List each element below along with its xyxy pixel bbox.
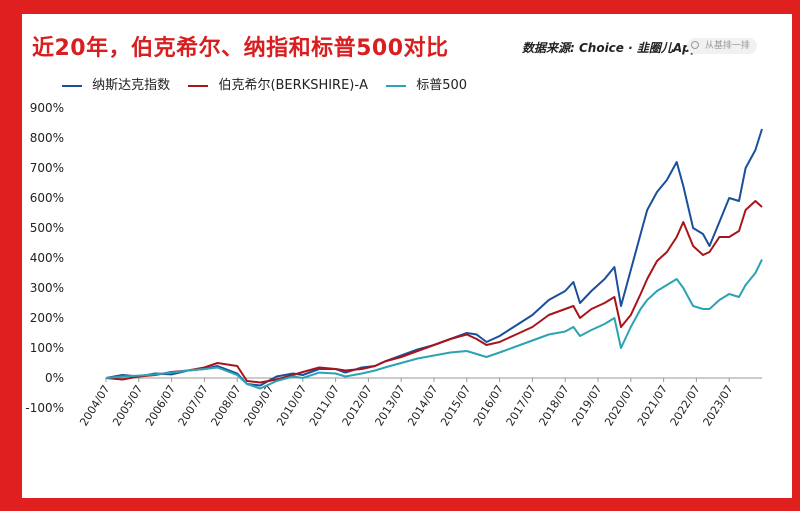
x-tick-label: 2009/07 [241, 383, 276, 429]
x-tick-label: 2011/07 [307, 383, 342, 429]
x-tick-label: 2022/07 [668, 383, 703, 429]
x-tick-label: 2020/07 [602, 383, 637, 429]
y-tick-label: 400% [30, 251, 64, 265]
legend-item-nasdaq: 纳斯达克指数 [62, 74, 170, 93]
x-tick-label: 2012/07 [340, 383, 375, 429]
chart-legend: 纳斯达克指数 伯克希尔(BERKSHIRE)-A 标普500 [62, 74, 481, 93]
x-tick-label: 2017/07 [504, 383, 539, 429]
x-tick-label: 2005/07 [110, 383, 145, 429]
y-tick-label: -100% [25, 401, 64, 415]
x-tick-label: 2007/07 [176, 383, 211, 429]
y-tick-label: 800% [30, 131, 64, 145]
x-tick-label: 2018/07 [537, 383, 572, 429]
y-tick-label: 0% [45, 371, 64, 385]
legend-label: 纳斯达克指数 [92, 78, 171, 93]
y-tick-label: 700% [30, 161, 64, 175]
series-line-berkshire [105, 200, 763, 384]
search-placeholder: 从基排一排 [704, 41, 750, 51]
chart-panel: 近20年，伯克希尔、纳指和标普500对比 数据来源: Choice · 韭圈儿A… [22, 14, 792, 498]
x-tick-label: 2013/07 [373, 383, 408, 429]
legend-swatch [386, 84, 407, 87]
y-tick-label: 600% [30, 191, 64, 205]
page-title: 近20年，伯克希尔、纳指和标普500对比 [32, 36, 449, 61]
x-tick-label: 2008/07 [209, 383, 244, 429]
legend-label: 标普500 [416, 78, 468, 93]
data-source: 数据来源: Choice · 韭圈儿App [522, 41, 700, 55]
y-tick-label: 100% [30, 341, 64, 355]
y-tick-label: 900% [30, 101, 64, 115]
x-tick-label: 2019/07 [569, 383, 604, 429]
x-tick-label: 2023/07 [701, 383, 736, 429]
x-tick-label: 2016/07 [471, 383, 506, 429]
x-tick-label: 2010/07 [274, 383, 309, 429]
series-line-nasdaq [105, 128, 763, 387]
x-tick-label: 2004/07 [77, 383, 112, 429]
x-axis: 2004/072005/072006/072007/072008/072009/… [77, 377, 762, 429]
x-tick-label: 2014/07 [405, 383, 440, 429]
y-tick-label: 300% [30, 281, 64, 295]
x-tick-label: 2021/07 [635, 383, 670, 429]
x-tick-label: 2015/07 [438, 383, 473, 429]
legend-swatch [62, 84, 82, 87]
series-line-sp500 [105, 259, 763, 390]
search-icon [691, 41, 699, 49]
y-tick-label: 200% [30, 311, 64, 325]
legend-label: 伯克希尔(BERKSHIRE)-A [218, 78, 368, 93]
search-input[interactable]: 从基排一排 [687, 38, 757, 54]
legend-swatch [188, 84, 209, 87]
series-lines [105, 128, 763, 390]
line-chart: -100% 0% 100% 200% 300% 400% 500% 600% 700% 800% 9… [25, 101, 763, 429]
y-axis: -100% 0% 100% 200% 300% 400% 500% 600% 700% 800% 9… [25, 101, 64, 415]
x-tick-label: 2006/07 [143, 383, 178, 429]
legend-item-sp500: 标普500 [386, 74, 467, 93]
legend-item-berkshire: 伯克希尔(BERKSHIRE)-A [188, 74, 368, 93]
y-tick-label: 500% [30, 221, 64, 235]
